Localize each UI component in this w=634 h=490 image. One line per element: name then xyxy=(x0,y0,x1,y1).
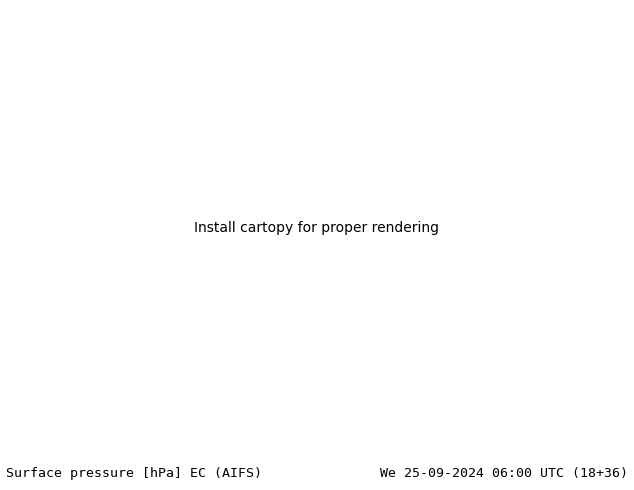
Text: We 25-09-2024 06:00 UTC (18+36): We 25-09-2024 06:00 UTC (18+36) xyxy=(380,467,628,480)
Text: Surface pressure [hPa] EC (AIFS): Surface pressure [hPa] EC (AIFS) xyxy=(6,467,262,480)
Text: Install cartopy for proper rendering: Install cartopy for proper rendering xyxy=(195,221,439,235)
